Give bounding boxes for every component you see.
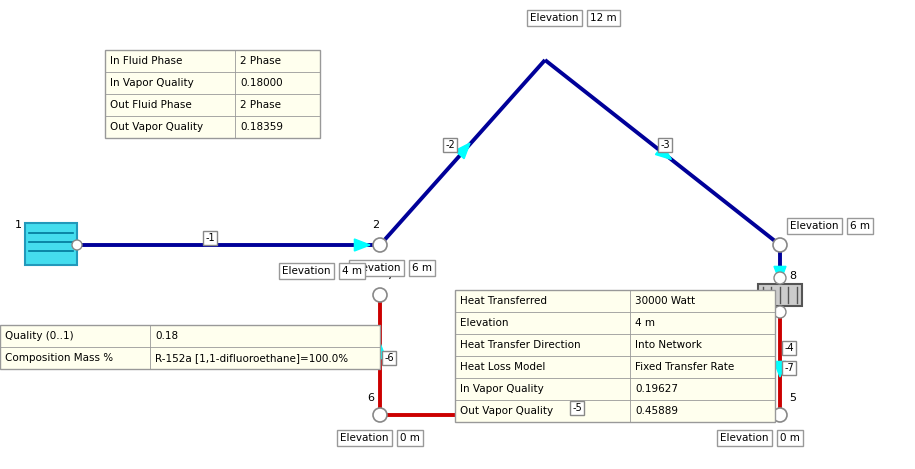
Polygon shape [568,409,584,421]
Text: In Fluid Phase: In Fluid Phase [110,56,182,66]
Polygon shape [774,266,786,282]
Text: Into Network: Into Network [635,340,702,350]
Circle shape [373,288,387,302]
Text: Out Vapor Quality: Out Vapor Quality [460,406,554,416]
Text: 2 Phase: 2 Phase [240,100,281,110]
Circle shape [373,238,387,252]
Text: 4 m: 4 m [635,318,655,328]
Polygon shape [655,145,672,159]
Text: 12 m: 12 m [590,13,617,23]
Text: Elevation: Elevation [720,433,769,443]
Text: 0.18359: 0.18359 [240,122,283,132]
Text: 2: 2 [372,220,380,230]
Text: -4: -4 [784,343,794,353]
Text: 0.18000: 0.18000 [240,78,283,88]
Text: 6 m: 6 m [850,221,870,231]
Text: 0.18: 0.18 [155,331,178,341]
Circle shape [773,408,787,422]
Polygon shape [354,239,370,251]
Text: -2: -2 [445,140,455,150]
Text: In Vapor Quality: In Vapor Quality [110,78,194,88]
Text: -6: -6 [384,353,393,363]
Text: 8: 8 [790,271,797,281]
Text: 2 Phase: 2 Phase [240,56,281,66]
Circle shape [773,238,787,252]
Text: 0.45889: 0.45889 [635,406,678,416]
Circle shape [72,240,82,250]
Text: 1: 1 [15,220,21,230]
Text: 6 m: 6 m [412,263,432,273]
Text: Quality (0..1): Quality (0..1) [5,331,73,341]
Text: Composition Mass %: Composition Mass % [5,353,113,363]
Text: 5: 5 [790,393,796,403]
Text: 0.19627: 0.19627 [635,384,678,394]
Text: Elevation: Elevation [352,263,401,273]
FancyBboxPatch shape [25,223,77,265]
FancyBboxPatch shape [758,284,802,306]
Text: Out Vapor Quality: Out Vapor Quality [110,122,203,132]
FancyBboxPatch shape [455,290,775,422]
Circle shape [774,272,786,284]
Text: -1: -1 [205,233,215,243]
Text: In Vapor Quality: In Vapor Quality [460,384,544,394]
Text: Elevation: Elevation [282,266,330,276]
Text: 7: 7 [386,271,393,281]
Text: -7: -7 [784,363,794,373]
Text: -5: -5 [572,403,582,413]
Text: Elevation: Elevation [790,221,838,231]
Circle shape [774,306,786,318]
Text: Elevation: Elevation [460,318,509,328]
Polygon shape [374,343,386,359]
Text: Heat Transferred: Heat Transferred [460,296,547,306]
Polygon shape [774,362,786,377]
Text: R-152a [1,1-difluoroethane]=100.0%: R-152a [1,1-difluoroethane]=100.0% [155,353,348,363]
Circle shape [373,408,387,422]
Text: 0 m: 0 m [400,433,420,443]
Text: Elevation: Elevation [530,13,578,23]
Text: 30000 Watt: 30000 Watt [635,296,695,306]
Text: Elevation: Elevation [340,433,389,443]
Text: Heat Loss Model: Heat Loss Model [460,362,545,372]
Text: 0 m: 0 m [780,433,800,443]
FancyBboxPatch shape [0,325,380,369]
Text: Out Fluid Phase: Out Fluid Phase [110,100,192,110]
Text: 4 m: 4 m [342,266,362,276]
Text: -3: -3 [661,140,670,150]
Text: Fixed Transfer Rate: Fixed Transfer Rate [635,362,734,372]
Text: Heat Transfer Direction: Heat Transfer Direction [460,340,581,350]
Text: 6: 6 [368,393,374,403]
Text: 4: 4 [786,220,793,230]
FancyBboxPatch shape [105,50,320,138]
Polygon shape [455,143,470,159]
